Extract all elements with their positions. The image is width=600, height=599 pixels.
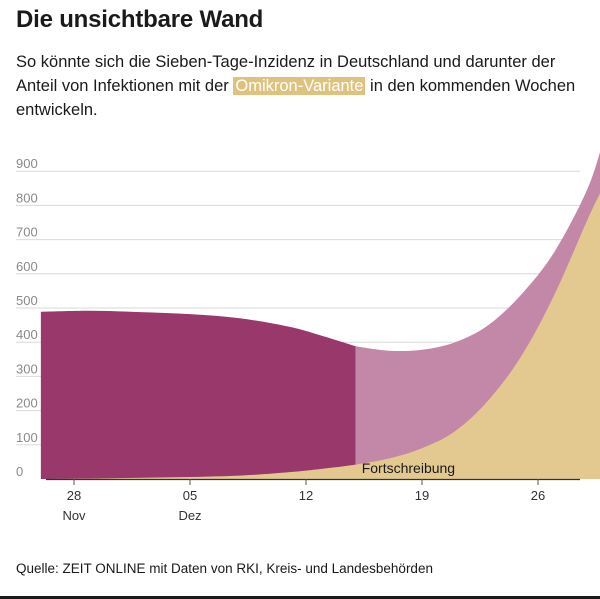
area-omikron [40, 193, 600, 479]
x-tick-day: 12 [299, 488, 313, 503]
y-tick-label: 0 [16, 464, 23, 479]
incidence-chart: 0 100 200 300 400 500 600 700 800 900 28 Nov 05 Dez 1… [16, 152, 600, 523]
x-tick-day: 26 [531, 488, 545, 503]
x-tick-day: 19 [415, 488, 429, 503]
x-tick-month: Nov [62, 508, 86, 523]
y-tick-label: 600 [16, 259, 38, 274]
y-tick-label: 300 [16, 361, 38, 376]
x-axis-ticks: 28 Nov 05 Dez 12 19 26 [62, 479, 545, 523]
y-tick-label: 500 [16, 293, 38, 308]
y-tick-label: 200 [16, 396, 38, 411]
y-tick-label: 100 [16, 430, 38, 445]
projection-annotation: Fortschreibung [362, 460, 455, 476]
area-total-observed [40, 310, 356, 479]
x-tick-month: Dez [178, 508, 201, 523]
chart-subtitle: So könnte sich die Sieben-Tage-Inzidenz … [16, 50, 586, 122]
y-tick-label: 400 [16, 327, 38, 342]
y-axis-ticks: 0 100 200 300 400 500 600 700 800 900 [16, 156, 38, 479]
x-tick-day: 05 [183, 488, 197, 503]
x-tick-day: 28 [67, 488, 81, 503]
omikron-highlight: Omikron-Variante [233, 77, 366, 95]
subtitle-text-before: So könnte sich die Sieben-Tage-Inzidenz … [16, 53, 556, 95]
bottom-border [0, 596, 600, 599]
y-tick-label: 900 [16, 156, 38, 171]
y-tick-label: 800 [16, 190, 38, 205]
source-note: Quelle: ZEIT ONLINE mit Daten von RKI, K… [16, 561, 433, 576]
chart-title: Die unsichtbare Wand [16, 6, 264, 33]
subtitle-text-after: in den kommenden Wochen entwickeln. [16, 77, 576, 119]
y-tick-label: 700 [16, 225, 38, 240]
